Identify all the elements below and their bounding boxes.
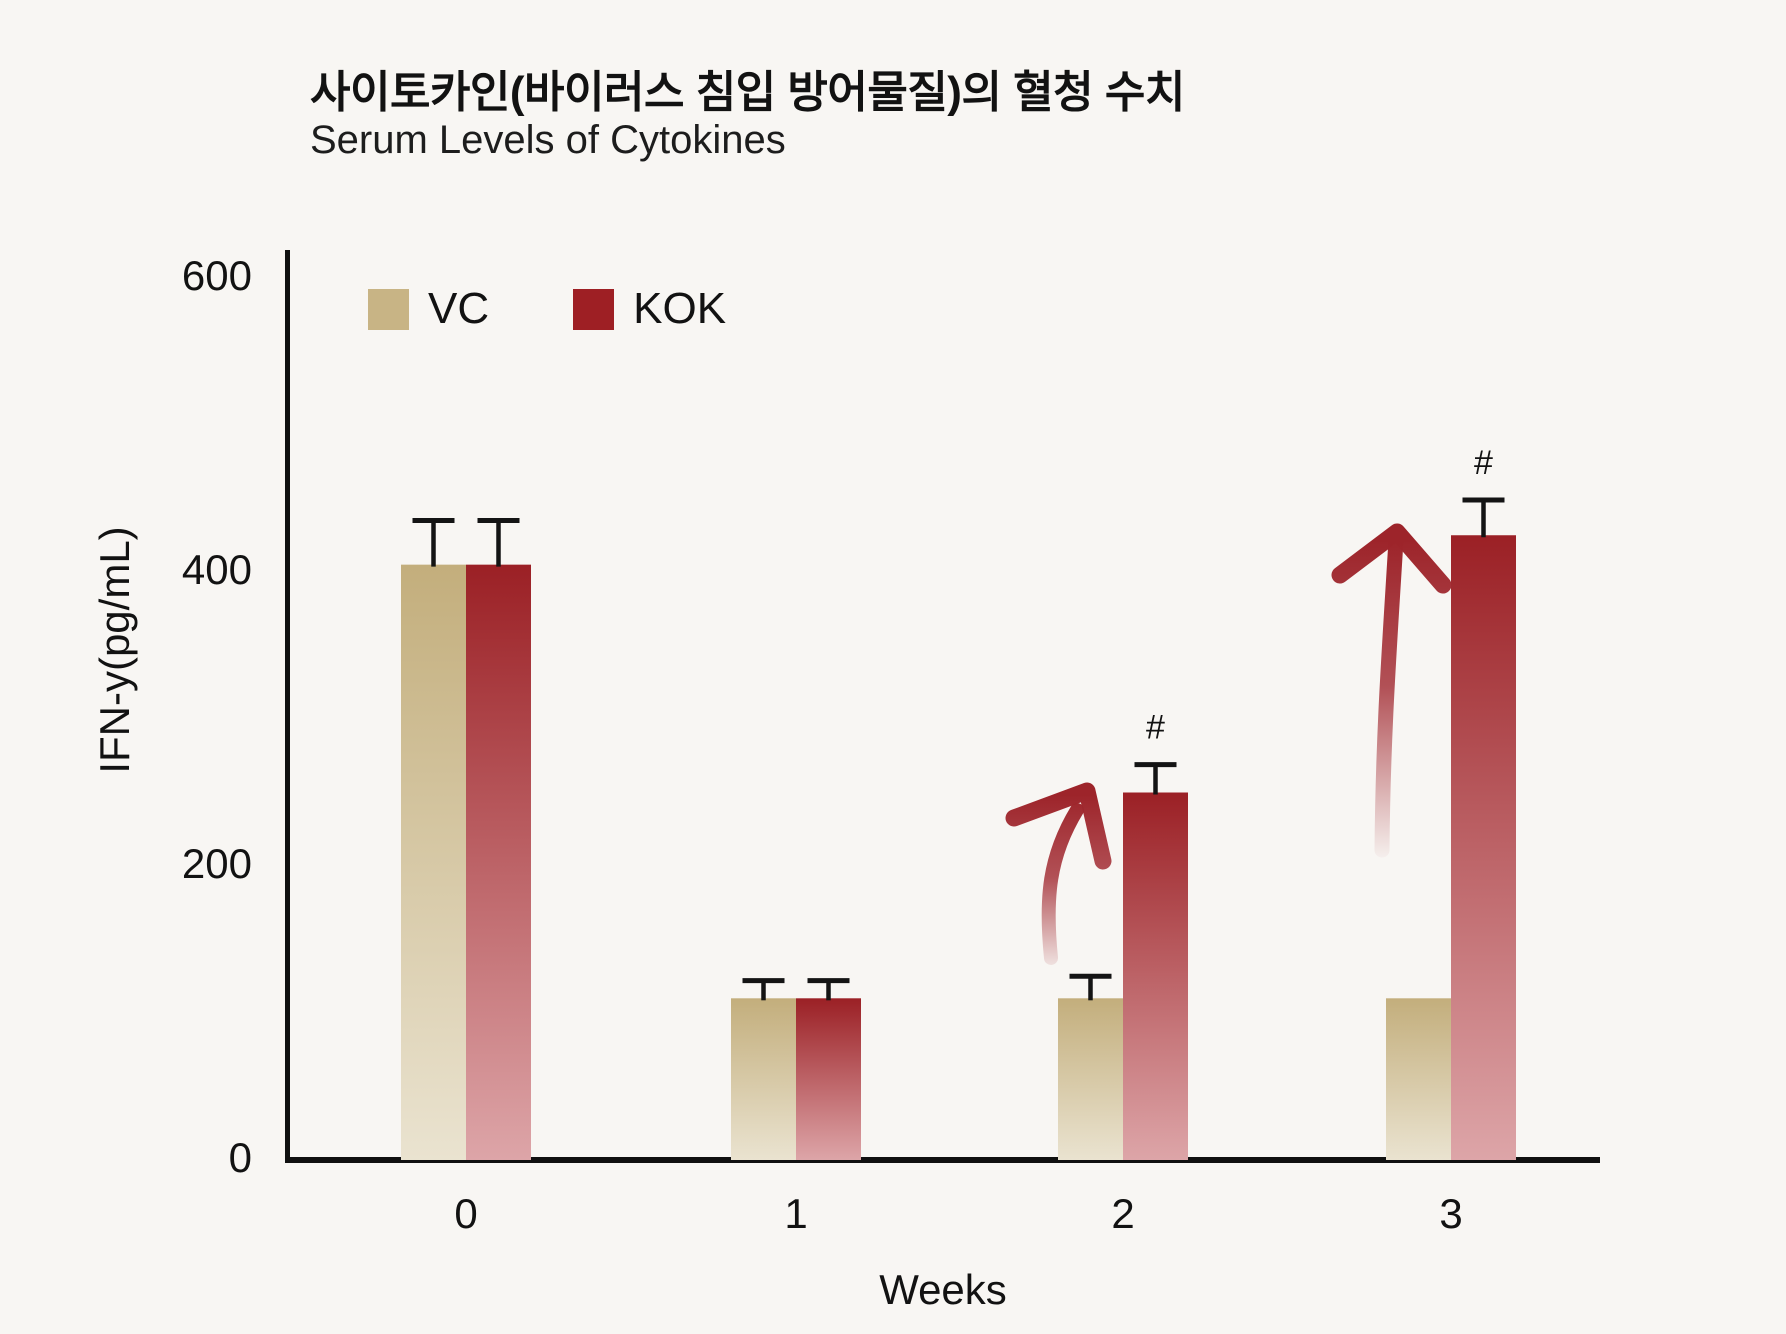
error-bar-vc-week-2 (1069, 973, 1112, 1001)
error-bar-kok-week-3 (1462, 497, 1505, 538)
y-tick-label-0: 0 (228, 1134, 252, 1181)
legend-swatch-kok (573, 288, 615, 330)
error-bar-vc-week-0 (412, 518, 455, 567)
error-bar-kok-week-0 (477, 518, 520, 567)
legend: VC KOK (368, 284, 726, 334)
legend-item-kok: KOK (573, 284, 726, 334)
y-axis-line (285, 250, 290, 1163)
significance-hash-week-3: # (1474, 444, 1493, 482)
chart-title-korean: 사이토카인(바이러스 침입 방어물질)의 혈청 수치 (310, 68, 1185, 117)
legend-item-vc: VC (368, 284, 489, 334)
bar-vc-week-2 (1058, 998, 1123, 1160)
y-tick-label-200: 200 (181, 840, 252, 887)
x-axis-title: Weeks (879, 1266, 1007, 1313)
bar-kok-week-0 (466, 564, 531, 1160)
x-tick-label-0: 0 (454, 1190, 478, 1237)
error-bars-group (412, 497, 1505, 1001)
bars-group (401, 535, 1516, 1160)
x-axis-line (285, 1157, 1600, 1163)
error-bar-kok-week-1 (807, 978, 850, 1001)
legend-swatch-vc (368, 288, 409, 330)
x-tick-label-2: 2 (1111, 1190, 1135, 1237)
y-tick-label-600: 600 (181, 252, 252, 299)
chart-title-english: Serum Levels of Cytokines (310, 118, 786, 162)
bar-vc-week-3 (1386, 998, 1451, 1160)
bar-kok-week-1 (796, 998, 861, 1160)
significance-annotations-group: ## (1146, 444, 1493, 747)
x-tick-label-3: 3 (1439, 1190, 1463, 1237)
increase-arrow-week-2 (1005, 782, 1112, 965)
bar-kok-week-3 (1451, 535, 1516, 1160)
legend-label-vc: VC (428, 284, 490, 333)
x-tick-label-1: 1 (784, 1190, 808, 1237)
bar-vc-week-1 (731, 998, 796, 1160)
error-bar-vc-week-1 (742, 978, 785, 1001)
y-tick-label-400: 400 (181, 546, 252, 593)
significance-hash-week-2: # (1146, 709, 1165, 747)
error-bar-kok-week-2 (1134, 762, 1177, 795)
increase-arrow-week-3 (1331, 523, 1452, 858)
bar-kok-week-2 (1123, 792, 1188, 1160)
bar-vc-week-0 (401, 564, 466, 1160)
legend-label-kok: KOK (633, 284, 727, 333)
